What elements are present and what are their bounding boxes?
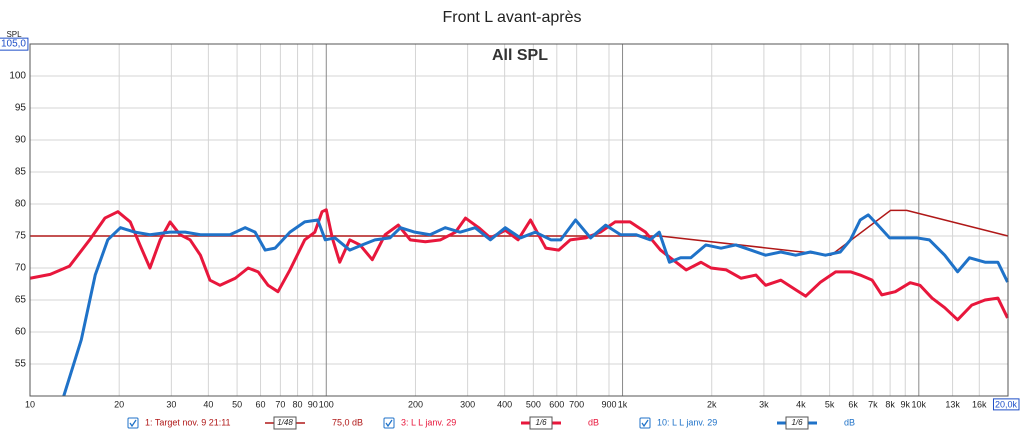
y-tick-label: 80 bbox=[15, 199, 27, 210]
axis-limit-box bbox=[0, 37, 29, 51]
smoothing-box bbox=[529, 416, 553, 430]
x-tick-label: 80 bbox=[293, 399, 303, 409]
y-tick-label: 60 bbox=[15, 327, 27, 338]
x-tick-label: 8k bbox=[885, 399, 895, 409]
x-tick-label: 6k bbox=[848, 399, 858, 409]
y-tick-label: 75 bbox=[15, 231, 27, 242]
x-tick-label: 7k bbox=[868, 399, 878, 409]
y-tick-label: 65 bbox=[15, 295, 27, 306]
lines bbox=[29, 208, 1009, 397]
x-tick-label: 60 bbox=[256, 399, 266, 409]
x-tick-label: 20,0k bbox=[995, 399, 1018, 409]
x-tick-label: 50 bbox=[232, 399, 242, 409]
smoothing-box bbox=[785, 416, 809, 430]
series-line bbox=[30, 209, 1009, 256]
y-tick-label: 70 bbox=[15, 263, 27, 274]
y-tick-label: 100 bbox=[9, 71, 26, 82]
axis-limit-box bbox=[992, 398, 1020, 411]
legend-checkbox bbox=[639, 417, 651, 429]
legend-level: 75,0 dB bbox=[332, 417, 363, 427]
x-tick-label: 5k bbox=[825, 399, 835, 409]
y-tick-label: 95 bbox=[15, 103, 27, 114]
x-tick-label: 100 bbox=[319, 399, 334, 409]
legend-checkmark bbox=[129, 419, 137, 428]
x-tick-label: 90 bbox=[308, 399, 318, 409]
x-tick-label: 500 bbox=[526, 399, 541, 409]
legend-checkbox bbox=[127, 417, 139, 429]
smoothing-label: 1/6 bbox=[535, 418, 547, 427]
y-tick-label: 55 bbox=[15, 359, 27, 370]
smoothing-box bbox=[273, 416, 297, 430]
series-line bbox=[62, 213, 1009, 397]
legend-checkmark bbox=[641, 419, 649, 428]
x-tick-label: 200 bbox=[408, 399, 423, 409]
x-tick-label: 16k bbox=[972, 399, 987, 409]
x-tick-label: 4k bbox=[796, 399, 806, 409]
plot-subtitle: All SPL bbox=[492, 47, 548, 64]
y-tick-label: 105,0 bbox=[1, 39, 26, 50]
x-tick-label: 70 bbox=[275, 399, 285, 409]
x-tick-label: 30 bbox=[166, 399, 176, 409]
y-tick-label: 85 bbox=[15, 167, 27, 178]
legend-label: 10: L L janv. 29 bbox=[657, 417, 717, 427]
legend-label: 3: L L janv. 29 bbox=[401, 417, 456, 427]
x-tick-label: 40 bbox=[203, 399, 213, 409]
legend-checkmark bbox=[385, 419, 393, 428]
x-tick-label: 3k bbox=[759, 399, 769, 409]
x-tick-label: 700 bbox=[569, 399, 584, 409]
x-tick-label: 13k bbox=[945, 399, 960, 409]
x-tick-label: 600 bbox=[549, 399, 564, 409]
y-axis-label: SPL bbox=[6, 30, 22, 39]
legend-checkbox bbox=[383, 417, 395, 429]
y-tick-label: 90 bbox=[15, 135, 27, 146]
smoothing-label: 1/6 bbox=[791, 418, 803, 427]
plot-frame bbox=[29, 43, 1009, 397]
chart-title: Front L avant-après bbox=[442, 9, 581, 26]
legend: 1: Target nov. 9 21:11 1/48 75,0 dB 3: L L … bbox=[127, 416, 855, 430]
x-tick-label: 10 bbox=[25, 399, 35, 409]
x-tick-label: 900 bbox=[601, 399, 616, 409]
x-tick-label: 9k bbox=[900, 399, 910, 409]
smoothing-label: 1/48 bbox=[277, 418, 293, 427]
x-tick-label: 400 bbox=[497, 399, 512, 409]
legend-level: dB bbox=[588, 417, 599, 427]
x-tick-label: 10k bbox=[912, 399, 927, 409]
legend-label: 1: Target nov. 9 21:11 bbox=[145, 417, 231, 427]
x-tick-label: 1k bbox=[618, 399, 628, 409]
legend-level: dB bbox=[844, 417, 855, 427]
x-tick-label: 20 bbox=[114, 399, 124, 409]
x-tick-label: 2k bbox=[707, 399, 717, 409]
x-tick-label: 300 bbox=[460, 399, 475, 409]
